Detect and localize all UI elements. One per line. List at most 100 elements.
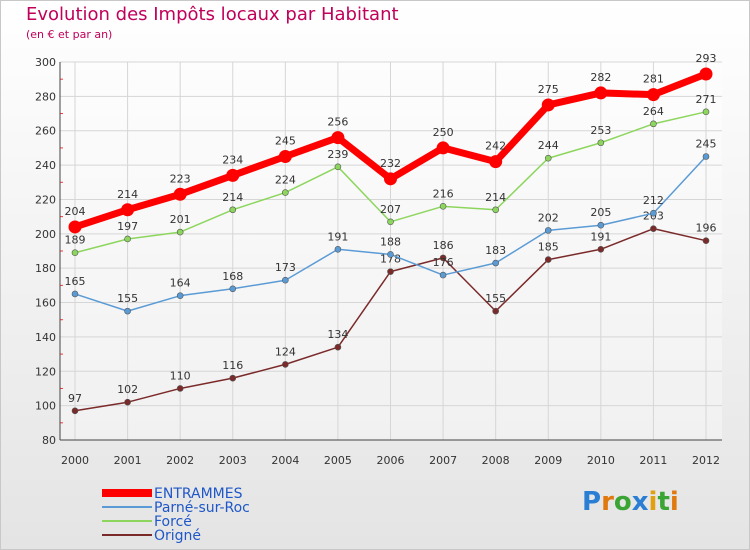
data-point <box>229 374 237 382</box>
x-tick-label: 2002 <box>166 454 194 467</box>
data-label: 191 <box>590 230 611 243</box>
data-point <box>439 254 447 262</box>
data-label: 134 <box>327 328 348 341</box>
data-label: 110 <box>170 369 191 382</box>
data-point <box>71 249 79 257</box>
data-point <box>439 271 447 279</box>
data-label: 271 <box>696 93 717 106</box>
data-label: 97 <box>68 392 82 405</box>
data-label: 124 <box>275 345 296 358</box>
x-tick-label: 2010 <box>587 454 615 467</box>
logo-letter: i <box>669 487 679 517</box>
data-point <box>124 235 131 243</box>
x-tick-label: 2012 <box>692 454 720 467</box>
data-point <box>71 290 79 298</box>
data-label: 256 <box>327 116 348 129</box>
data-label: 155 <box>117 292 138 305</box>
logo-letter: t <box>657 487 670 517</box>
data-point <box>229 285 237 293</box>
y-tick-label: 100 <box>35 400 56 413</box>
data-point <box>702 237 710 244</box>
y-tick-label: 280 <box>35 90 56 103</box>
data-label: 242 <box>485 140 506 153</box>
chart-title: Evolution des Impôts locaux par Habitant <box>26 4 399 25</box>
data-label: 282 <box>590 71 611 84</box>
x-tick-label: 2009 <box>534 454 562 467</box>
data-label: 188 <box>380 235 401 248</box>
data-label: 165 <box>65 275 86 288</box>
data-point <box>597 139 605 147</box>
data-label: 197 <box>117 220 138 233</box>
data-point <box>492 206 499 214</box>
data-label: 155 <box>485 292 506 305</box>
data-label: 173 <box>275 261 296 274</box>
logo-letter: r <box>601 487 614 517</box>
data-point <box>489 155 503 169</box>
legend-label: Origné <box>154 528 201 544</box>
data-label: 186 <box>433 239 454 252</box>
data-label: 176 <box>433 256 454 269</box>
data-point <box>544 154 552 162</box>
y-tick-label: 220 <box>35 193 56 206</box>
y-tick-label: 180 <box>35 262 56 275</box>
data-label: 196 <box>696 222 717 235</box>
x-tick-label: 2003 <box>219 454 247 467</box>
data-label: 275 <box>538 83 559 96</box>
data-point <box>541 98 555 112</box>
data-point <box>650 225 657 232</box>
data-label: 212 <box>643 194 664 207</box>
data-point <box>544 227 552 234</box>
data-label: 102 <box>117 383 138 396</box>
data-point <box>226 168 240 182</box>
data-point <box>121 203 135 217</box>
data-label: 183 <box>485 244 506 257</box>
data-label: 207 <box>380 203 401 216</box>
x-tick-label: 2011 <box>639 454 667 467</box>
logo-letter: P <box>582 487 602 517</box>
y-tick-label: 160 <box>35 297 56 310</box>
data-point <box>282 361 289 368</box>
x-tick-label: 2006 <box>377 454 405 467</box>
x-tick-label: 2001 <box>114 454 142 467</box>
data-point <box>124 398 131 406</box>
proxiti-logo: Proxiti <box>582 487 679 517</box>
data-point <box>229 206 237 214</box>
data-point <box>387 218 394 226</box>
logo-letter: x <box>631 487 649 517</box>
x-tick-label: 2004 <box>271 454 299 467</box>
legend-label: Parné-sur-Roc <box>154 500 250 516</box>
data-point <box>173 187 187 201</box>
x-tick-label: 2005 <box>324 454 352 467</box>
data-label: 264 <box>643 105 664 118</box>
data-label: 293 <box>696 52 717 65</box>
data-point <box>439 203 447 210</box>
data-point <box>384 172 397 186</box>
logo-letter: o <box>613 487 632 517</box>
data-label: 281 <box>643 73 664 86</box>
y-tick-label: 260 <box>35 125 56 138</box>
data-point <box>176 228 184 236</box>
x-tick-label: 2008 <box>482 454 510 467</box>
data-label: 245 <box>275 135 296 148</box>
data-point <box>176 385 184 392</box>
data-label: 232 <box>380 157 401 170</box>
data-point <box>387 268 394 275</box>
data-label: 164 <box>170 277 191 290</box>
y-tick-label: 80 <box>42 434 56 447</box>
data-point <box>176 292 184 299</box>
data-point <box>334 245 342 253</box>
data-label: 205 <box>590 206 611 219</box>
data-label: 224 <box>275 174 296 187</box>
x-tick-label: 2000 <box>61 454 89 467</box>
data-point <box>278 150 292 163</box>
data-point <box>594 86 608 100</box>
data-label: 245 <box>696 138 717 151</box>
data-point <box>436 141 450 155</box>
data-point <box>124 307 131 315</box>
data-label: 189 <box>65 234 86 247</box>
data-point <box>597 245 605 253</box>
data-label: 244 <box>538 139 559 152</box>
legend-label: Forcé <box>154 514 192 530</box>
data-label: 116 <box>222 359 243 372</box>
